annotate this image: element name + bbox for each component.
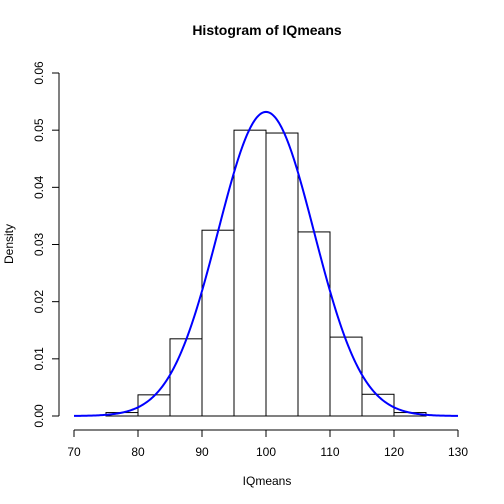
y-tick-label: 0.02 (32, 290, 46, 314)
y-tick-label: 0.05 (32, 118, 46, 142)
y-axis: 0.00 0.01 0.02 0.03 0.04 0.05 0.06 (32, 61, 60, 428)
y-tick-label: 0.00 (32, 404, 46, 428)
x-tick-label: 100 (256, 445, 276, 459)
y-tick-label: 0.01 (32, 347, 46, 371)
x-tick-label: 80 (131, 445, 145, 459)
x-tick-label: 120 (384, 445, 404, 459)
x-tick-label: 130 (448, 445, 468, 459)
y-tick-label: 0.04 (32, 175, 46, 199)
y-tick-label: 0.03 (32, 232, 46, 256)
chart-title: Histogram of IQmeans (192, 22, 342, 38)
x-axis: 70 80 90 100 110 120 130 (67, 429, 468, 459)
histogram-bar (297, 231, 331, 417)
histogram-bar (329, 336, 363, 417)
density-curve (73, 110, 459, 417)
histogram-bar (265, 132, 299, 417)
x-axis-label: IQmeans (243, 474, 292, 488)
histogram-bar (201, 229, 235, 417)
x-tick-label: 90 (195, 445, 209, 459)
x-tick-label: 70 (67, 445, 81, 459)
y-axis-label: Density (2, 224, 16, 264)
x-tick-label: 110 (320, 445, 339, 459)
histogram-bar (169, 338, 203, 417)
histogram-bars (105, 129, 427, 417)
y-tick-label: 0.06 (32, 61, 46, 85)
histogram-bar (233, 129, 267, 417)
